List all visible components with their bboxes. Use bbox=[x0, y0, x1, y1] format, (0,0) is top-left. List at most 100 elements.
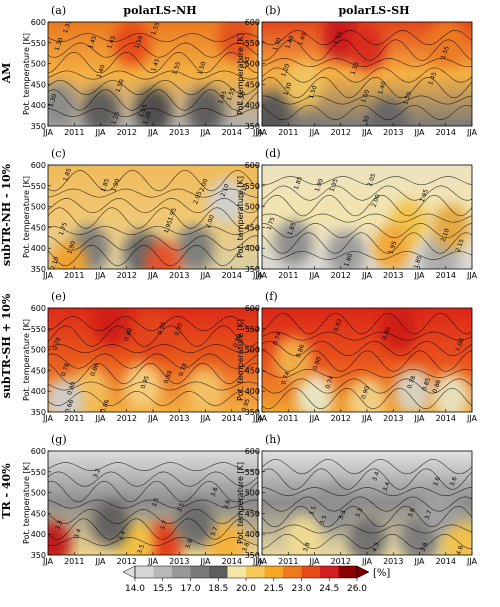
panel-f: 0.820.740.740.860.900.860.740.900.85 0.86… bbox=[236, 290, 478, 423]
y-tick-label: 500 bbox=[31, 489, 46, 498]
colorbar-segment bbox=[209, 566, 228, 578]
y-tick-label: 600 bbox=[245, 18, 260, 27]
x-tick-label: JJA bbox=[199, 557, 211, 566]
contour-label: 3.6 bbox=[210, 486, 220, 498]
contour-line bbox=[262, 487, 472, 496]
x-tick-label: 2014 bbox=[222, 414, 242, 423]
contour-line bbox=[48, 499, 258, 509]
x-tick-label: 2014 bbox=[436, 128, 456, 137]
y-tick-label: 350 bbox=[31, 551, 46, 560]
contour-line bbox=[48, 70, 258, 80]
contour-label: 1.75 bbox=[266, 216, 277, 231]
x-tick-label: 2013 bbox=[383, 557, 403, 566]
contour-label: 0.78 bbox=[60, 362, 71, 377]
x-tick-label: JJA bbox=[199, 414, 211, 423]
colorbar-segment bbox=[320, 566, 339, 578]
contour-label: 0.86 bbox=[431, 379, 442, 394]
field-blob bbox=[369, 97, 407, 126]
contour-label: 1.30 bbox=[360, 115, 371, 130]
contour-label: 1.55 bbox=[150, 21, 161, 36]
contour-label: 3.4 bbox=[117, 530, 127, 542]
field-blob bbox=[186, 87, 225, 126]
contour-line bbox=[48, 169, 258, 192]
contour-label: 1.30 bbox=[54, 37, 65, 52]
x-tick-label: 2012 bbox=[117, 128, 137, 137]
contour-label: 4.6 bbox=[455, 544, 465, 556]
field-blob bbox=[92, 500, 130, 547]
y-tick-label: 550 bbox=[31, 468, 46, 477]
contour-label: 1.85 bbox=[100, 178, 111, 193]
contour-label: 3.8 bbox=[241, 541, 251, 553]
panel-letter: (g) bbox=[51, 433, 67, 446]
x-tick-label: JJA bbox=[308, 557, 320, 566]
contour-label: 1.95 bbox=[329, 178, 340, 193]
field-blob bbox=[274, 337, 313, 383]
contour-label: 2.00 bbox=[199, 178, 210, 193]
contour-label: 1.30 bbox=[47, 93, 58, 108]
x-tick-label: JJA bbox=[466, 414, 478, 423]
contour-label: 1.55 bbox=[333, 30, 344, 45]
contour-label: 3.6 bbox=[222, 499, 232, 511]
contour-label: 1.40 bbox=[377, 80, 388, 95]
colorbar-tick-label: 17.0 bbox=[180, 584, 200, 594]
x-tick-label: JJA bbox=[199, 271, 211, 280]
y-tick-label: 600 bbox=[31, 447, 46, 456]
colorbar-segment bbox=[264, 566, 284, 578]
panel-letter: (h) bbox=[265, 433, 281, 446]
field-blob bbox=[379, 308, 418, 352]
x-tick-label: 2014 bbox=[436, 414, 456, 423]
colorbar-segment bbox=[172, 566, 191, 578]
contour-line bbox=[262, 496, 472, 512]
y-tick-label: 500 bbox=[245, 60, 260, 69]
x-tick-label: 2011 bbox=[278, 128, 298, 137]
x-tick-label: JJA bbox=[466, 271, 478, 280]
contour-label: 0.98 bbox=[232, 333, 243, 348]
contour-label: 3.5 bbox=[176, 502, 186, 514]
contour-label: 0.80 bbox=[66, 381, 77, 396]
y-tick-label: 350 bbox=[245, 408, 260, 417]
y-tick-label: 500 bbox=[245, 346, 260, 355]
contour-line bbox=[48, 362, 258, 385]
x-tick-label: 2011 bbox=[64, 271, 84, 280]
contour-label: 1.25 bbox=[110, 111, 121, 126]
contour-line bbox=[262, 251, 472, 260]
y-tick-label: 400 bbox=[245, 530, 260, 539]
contour-label: 1.90 bbox=[314, 178, 325, 193]
field-blob bbox=[348, 25, 386, 71]
x-tick-label: JJA bbox=[413, 128, 425, 137]
contour-label: 1.30 bbox=[282, 81, 293, 96]
contour-label: 3.3 bbox=[354, 507, 364, 519]
y-axis-label: Pot. temperature [K] bbox=[22, 462, 31, 544]
contour-label: 0.90 bbox=[360, 385, 371, 400]
field-blob bbox=[285, 516, 323, 555]
contour-line bbox=[262, 505, 472, 528]
contour-line bbox=[48, 518, 258, 540]
colorbar-extend-high bbox=[356, 565, 370, 579]
field-blob bbox=[207, 521, 246, 555]
contour-label: 1.45 bbox=[217, 90, 228, 105]
x-tick-label: JJA bbox=[361, 128, 373, 137]
contour-label: 0.74 bbox=[272, 331, 283, 346]
field-blob bbox=[48, 82, 78, 126]
colorbar-segment bbox=[135, 566, 154, 578]
panel-field-b: 1.301.201.40 1.40 1.551.501.551.30 1.401.50… bbox=[262, 22, 472, 130]
field-blob bbox=[421, 485, 460, 532]
y-axis-label: Pot. temperature [K] bbox=[22, 33, 31, 115]
contour-label: 1.50 bbox=[402, 91, 413, 106]
field-blob bbox=[274, 220, 313, 266]
x-tick-label: JJA bbox=[147, 414, 159, 423]
x-tick-label: 2013 bbox=[169, 271, 189, 280]
contour-label: 3.5 bbox=[308, 505, 318, 517]
x-tick-label: JJA bbox=[94, 557, 106, 566]
panel-field-f: 0.820.740.740.860.900.860.740.900.85 0.86… bbox=[262, 308, 472, 412]
contour-label: 0.90 bbox=[312, 356, 323, 371]
contour-label: 1.95 bbox=[387, 240, 398, 255]
contour-line bbox=[48, 536, 258, 546]
panel-h: 3.43.4 3.5 3.6 3.6 3.5 3.3 3.3 3.6 3.7 3.8 4.3 3.8 4… bbox=[236, 433, 478, 566]
y-tick-label: 350 bbox=[245, 122, 260, 131]
contour-line bbox=[262, 39, 472, 61]
field-blob bbox=[432, 373, 470, 412]
contour-label: 1.45 bbox=[150, 58, 161, 73]
x-tick-label: 2013 bbox=[383, 271, 403, 280]
contour-label: 1.85 bbox=[287, 221, 298, 236]
